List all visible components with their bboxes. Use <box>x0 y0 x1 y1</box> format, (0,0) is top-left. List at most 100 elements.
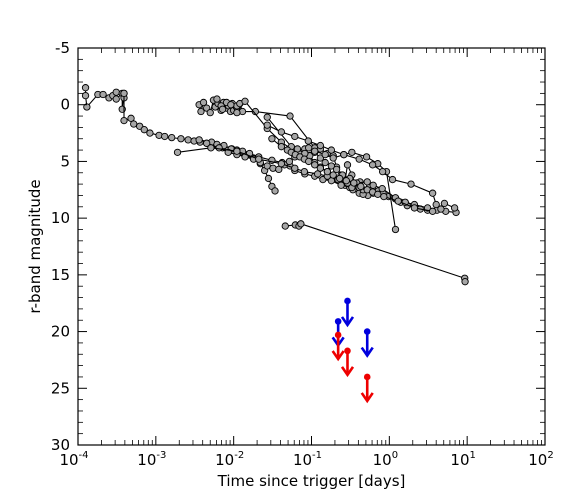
data-point <box>394 197 402 205</box>
upper-limit-head <box>331 350 345 362</box>
upper-limit-head <box>340 316 355 328</box>
x-tick-label: 10-3 <box>137 450 166 469</box>
upper-limits-layer <box>331 297 374 404</box>
data-point <box>348 148 356 157</box>
y-tick-label: -5 <box>55 39 70 57</box>
data-point <box>264 174 273 183</box>
data-point <box>343 161 352 169</box>
data-point <box>369 181 377 189</box>
data-point <box>337 181 345 189</box>
data-point <box>305 157 313 166</box>
data-point <box>83 103 91 111</box>
data-point <box>291 132 299 141</box>
data-point <box>374 190 382 198</box>
upper-limit-head <box>360 346 374 358</box>
ticks-layer: 10-4 10-3 10-2 10-1 100 101 102 -5 0 5 10 15 20 25 30 <box>51 39 554 469</box>
data-point <box>218 105 227 113</box>
data-point <box>81 84 90 92</box>
data-point <box>300 167 309 176</box>
data-point <box>233 147 241 155</box>
upper-limit-dot <box>363 373 371 381</box>
data-point <box>177 135 185 143</box>
data-point <box>112 95 120 103</box>
y-tick-label: 5 <box>60 152 70 170</box>
upper-limit-arrow <box>331 331 345 362</box>
y-tick-label: 20 <box>51 323 70 341</box>
data-point <box>140 126 148 134</box>
data-point <box>378 185 386 193</box>
data-point <box>271 187 279 195</box>
data-point <box>161 132 169 141</box>
upper-limit-dot <box>363 328 371 335</box>
data-point <box>195 136 203 144</box>
x-tick-label: 101 <box>450 450 475 469</box>
data-point <box>363 178 371 186</box>
data-point <box>277 143 286 151</box>
data-point <box>146 129 154 137</box>
data-point <box>227 101 235 109</box>
x-tick-label: 10-4 <box>59 450 88 469</box>
y-tick-label: 0 <box>60 96 70 114</box>
data-layer <box>81 84 469 286</box>
x-axis-label: Time since trigger [days] <box>217 472 406 490</box>
data-point <box>368 161 377 169</box>
data-point <box>120 116 128 125</box>
data-point <box>316 154 325 162</box>
data-point <box>321 158 329 167</box>
data-point <box>327 162 336 170</box>
data-point <box>304 137 312 145</box>
data-point <box>207 144 215 152</box>
data-point <box>388 175 397 184</box>
data-point <box>432 200 440 209</box>
data-point <box>407 180 415 188</box>
upper-limit-dot <box>344 297 351 305</box>
upper-limit-dot <box>334 318 342 325</box>
upper-limit-arrow <box>360 373 374 404</box>
data-point <box>340 150 348 159</box>
data-point <box>428 207 437 215</box>
data-point <box>281 222 289 230</box>
data-point <box>316 164 325 172</box>
data-point <box>423 204 432 212</box>
data-point <box>263 121 271 129</box>
data-point <box>321 150 329 159</box>
data-point <box>263 113 271 121</box>
data-point <box>461 278 469 286</box>
data-point <box>285 157 294 166</box>
data-point <box>112 88 120 96</box>
y-tick-label: 25 <box>51 379 70 397</box>
data-point <box>327 146 336 154</box>
data-point <box>255 155 263 163</box>
data-point <box>81 91 90 100</box>
x-tick-label: 100 <box>373 450 398 469</box>
data-point <box>311 161 319 169</box>
data-point <box>316 141 325 150</box>
y-tick-label: 30 <box>51 436 70 454</box>
data-point <box>203 139 211 147</box>
data-point <box>362 153 371 161</box>
data-point <box>277 160 286 168</box>
upper-limit-dot <box>334 331 342 339</box>
data-point <box>286 112 294 120</box>
upper-limit-arrow <box>360 328 374 358</box>
data-point <box>437 205 445 213</box>
data-point <box>277 128 286 136</box>
data-point <box>197 107 205 116</box>
data-point <box>311 147 319 155</box>
data-point <box>206 109 214 117</box>
data-point <box>336 174 344 183</box>
data-point <box>120 89 128 98</box>
data-point <box>332 165 341 174</box>
x-tick-label: 10-1 <box>293 450 322 469</box>
upper-limit-dot <box>344 347 351 355</box>
data-point <box>329 171 337 179</box>
data-point <box>391 225 400 234</box>
data-point <box>342 177 350 185</box>
data-point <box>173 148 182 157</box>
data-point <box>268 135 276 143</box>
data-point <box>357 182 365 191</box>
data-point <box>440 199 449 208</box>
data-point <box>213 95 221 103</box>
